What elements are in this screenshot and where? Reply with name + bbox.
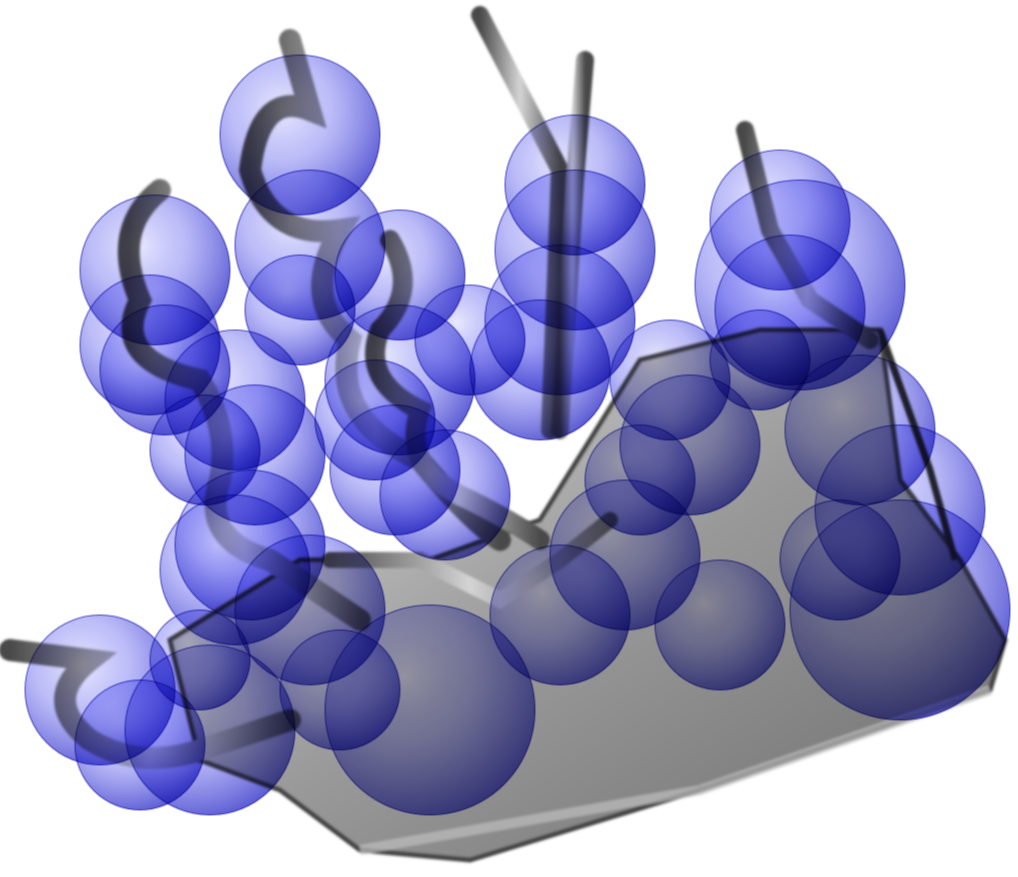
atom-sphere [779,499,901,621]
atom-sphere [654,559,786,691]
atom-sphere [149,609,251,711]
atom-sphere [314,359,436,481]
atom-sphere [489,544,631,686]
atom-sphere [609,319,731,441]
atom-sphere [709,309,811,411]
atom-sphere [584,424,696,536]
atom-sphere [414,284,526,396]
atom-sphere [149,394,261,506]
surface-lower-edge [359,685,992,855]
atom-spheres [24,54,1011,816]
atom-sphere [279,629,401,751]
atom-sphere [244,254,356,366]
